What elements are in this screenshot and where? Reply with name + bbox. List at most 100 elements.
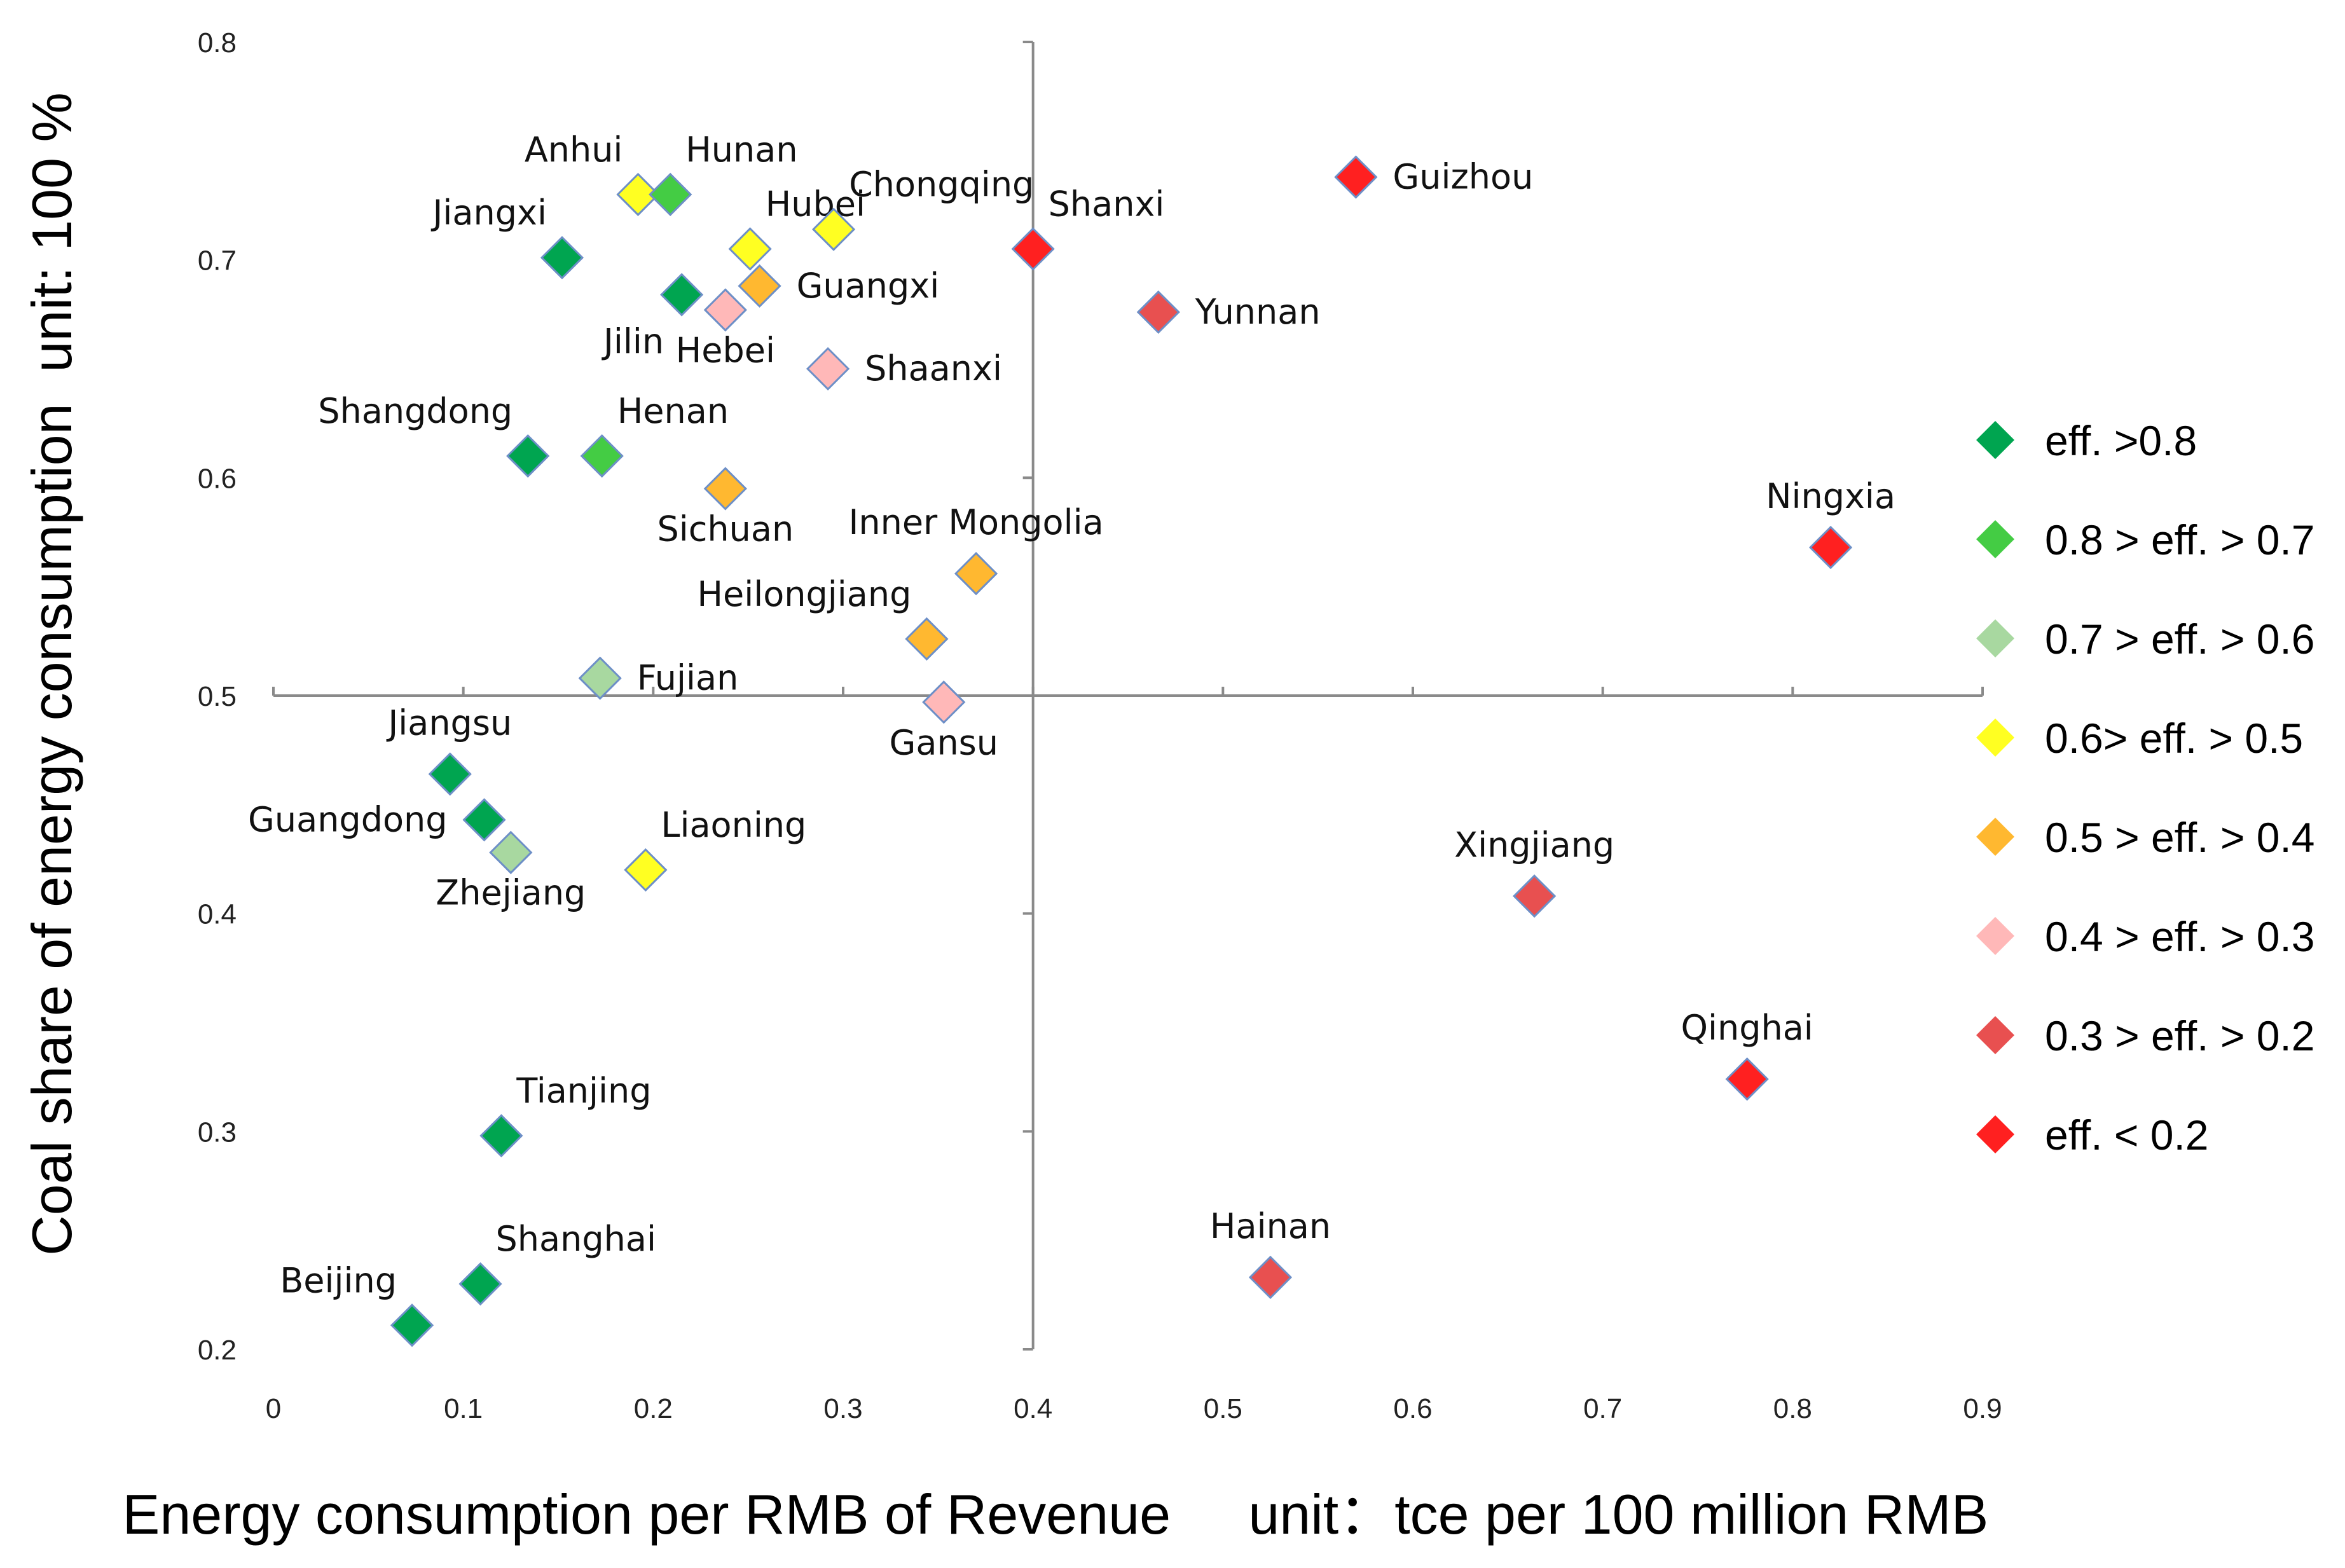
point-label: Qinghai xyxy=(1681,1008,1813,1048)
point-marker xyxy=(506,434,550,478)
point-label: Gansu xyxy=(890,722,999,762)
point-marker xyxy=(806,347,850,391)
point-label: Jiangxi xyxy=(430,193,546,233)
point-marker xyxy=(1808,525,1853,570)
point-label: Shaanxi xyxy=(865,348,1002,389)
data-point: Gansu xyxy=(890,680,999,762)
legend-item: 0.7 > eff. > 0.6 xyxy=(1976,616,2314,663)
data-point: Xingjiang xyxy=(1454,825,1614,918)
data-point: Ningxia xyxy=(1766,476,1895,570)
point-marker xyxy=(390,1303,434,1347)
data-point: Sichuan xyxy=(657,467,794,549)
x-tick-label: 0.7 xyxy=(1583,1393,1622,1424)
legend-marker xyxy=(1976,520,2014,558)
data-point: Inner Mongolia xyxy=(848,502,1104,596)
point-marker xyxy=(649,172,692,216)
point-marker xyxy=(462,798,506,842)
y-tick-label: 0.8 xyxy=(198,27,237,58)
legend-item: eff. >0.8 xyxy=(1976,417,2197,464)
point-marker xyxy=(428,752,472,796)
point-marker xyxy=(703,467,747,511)
legend-label: eff. >0.8 xyxy=(2045,417,2197,464)
data-point: Anhui xyxy=(525,130,660,216)
point-label: Anhui xyxy=(525,130,623,170)
point-marker xyxy=(660,273,704,317)
data-point: Qinghai xyxy=(1681,1008,1813,1101)
point-marker xyxy=(624,848,668,892)
data-point: Heilongjiang xyxy=(697,574,949,661)
point-marker xyxy=(703,288,747,332)
legend-item: 0.6> eff. > 0.5 xyxy=(1976,715,2303,762)
y-tick-label: 0.6 xyxy=(198,463,237,494)
legend-marker xyxy=(1976,619,2014,657)
point-label: Guangxi xyxy=(797,266,940,306)
point-marker xyxy=(540,236,584,280)
legend-label: 0.8 > eff. > 0.7 xyxy=(2045,516,2314,563)
data-point: Jiangsu xyxy=(386,703,512,796)
data-point: Hainan xyxy=(1210,1206,1331,1300)
point-label: Xingjiang xyxy=(1454,825,1614,865)
legend-item: 0.8 > eff. > 0.7 xyxy=(1976,516,2314,563)
point-marker xyxy=(811,207,856,251)
point-label: Yunnan xyxy=(1195,292,1321,332)
legend-marker xyxy=(1976,917,2014,955)
data-point: Hubei xyxy=(728,184,865,271)
legend-label: 0.7 > eff. > 0.6 xyxy=(2045,616,2314,663)
legend-label: 0.3 > eff. > 0.2 xyxy=(2045,1012,2314,1059)
legend: eff. >0.8 0.8 > eff. > 0.7 0.7 > eff. > 0.… xyxy=(1976,417,2314,1159)
point-label: Inner Mongolia xyxy=(848,502,1103,542)
legend-label: 0.4 > eff. > 0.3 xyxy=(2045,913,2314,960)
point-label: Shanxi xyxy=(1049,184,1165,224)
data-point: Guangdong xyxy=(248,798,506,842)
y-axis-title: Coal share of energy consumption unit: 1… xyxy=(20,92,83,1256)
data-point: Jilin xyxy=(602,273,704,361)
point-label: Shangdong xyxy=(318,391,512,431)
x-axis-ticks: 0 0.1 0.2 0.3 0.4 0.5 0.6 0.7 0.8 0.9 xyxy=(266,687,2002,1424)
legend-item: 0.4 > eff. > 0.3 xyxy=(1976,913,2314,960)
data-point: Henan xyxy=(580,391,729,478)
point-label: Shanghai xyxy=(496,1219,656,1259)
point-label: Liaoning xyxy=(661,805,806,845)
data-point: Fujian xyxy=(578,656,739,700)
point-marker xyxy=(905,617,949,661)
data-point: Yunnan xyxy=(1136,290,1321,334)
legend-item: 0.3 > eff. > 0.2 xyxy=(1976,1012,2314,1059)
y-tick-label: 0.7 xyxy=(198,245,237,277)
y-tick-label: 0.3 xyxy=(198,1117,237,1148)
point-marker xyxy=(616,172,660,216)
point-label: Zhejiang xyxy=(436,873,586,913)
x-tick-label: 0.3 xyxy=(823,1393,862,1424)
y-tick-label: 0.4 xyxy=(198,899,237,930)
legend-marker xyxy=(1976,1016,2014,1054)
x-tick-label: 0.8 xyxy=(1773,1393,1812,1424)
legend-label: eff. < 0.2 xyxy=(2045,1111,2209,1159)
point-label: Sichuan xyxy=(657,509,794,549)
point-marker xyxy=(1011,227,1055,271)
point-label: Fujian xyxy=(637,658,739,698)
data-point: Shangdong xyxy=(318,391,550,478)
point-marker xyxy=(728,227,772,271)
point-label: Beijing xyxy=(280,1260,397,1300)
point-marker xyxy=(580,434,624,478)
point-marker xyxy=(458,1262,502,1306)
point-label: Hebei xyxy=(676,330,775,370)
x-tick-label: 0 xyxy=(266,1393,281,1424)
point-label: Hainan xyxy=(1210,1206,1331,1246)
point-marker xyxy=(1136,290,1180,334)
data-point: Shaanxi xyxy=(806,347,1002,391)
data-point: Shanghai xyxy=(458,1219,656,1306)
data-point: Shanxi xyxy=(1011,184,1165,271)
point-marker xyxy=(738,264,781,308)
point-marker xyxy=(1725,1057,1769,1101)
x-tick-label: 0.6 xyxy=(1393,1393,1432,1424)
legend-marker xyxy=(1976,818,2014,856)
point-label: Henan xyxy=(617,391,729,431)
point-marker xyxy=(489,830,533,874)
legend-marker xyxy=(1976,1115,2014,1153)
x-tick-label: 0.1 xyxy=(444,1393,483,1424)
data-point: Guangxi xyxy=(738,264,940,308)
point-label: Jiangsu xyxy=(386,703,512,743)
point-label: Tianjing xyxy=(516,1071,651,1111)
